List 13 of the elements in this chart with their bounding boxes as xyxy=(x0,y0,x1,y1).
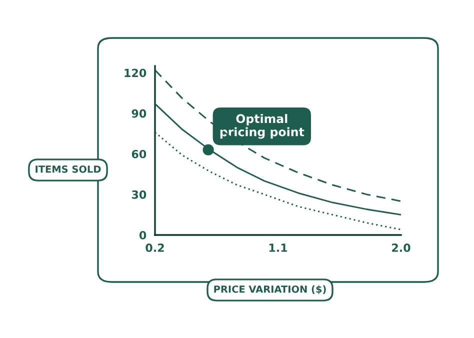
x-tick-label: 1.1 xyxy=(269,244,288,252)
y-tick-label: 60 xyxy=(132,150,146,158)
y-tick-label: 0 xyxy=(139,230,146,240)
y-tick-label: 30 xyxy=(132,190,146,199)
y-axis-title: ITEMS SOLD xyxy=(36,165,101,173)
y-tick-label: 90 xyxy=(132,109,146,118)
x-tick-label: 2.0 xyxy=(392,244,410,252)
y-tick-label: 120 xyxy=(124,68,146,78)
line-series xyxy=(155,103,401,216)
x-tick-label: 0.2 xyxy=(146,244,164,252)
line-series xyxy=(155,69,401,202)
x-axis-title: PRICE VARIATION ($) xyxy=(214,285,326,294)
annotation: Optimal pricing point xyxy=(220,114,304,139)
